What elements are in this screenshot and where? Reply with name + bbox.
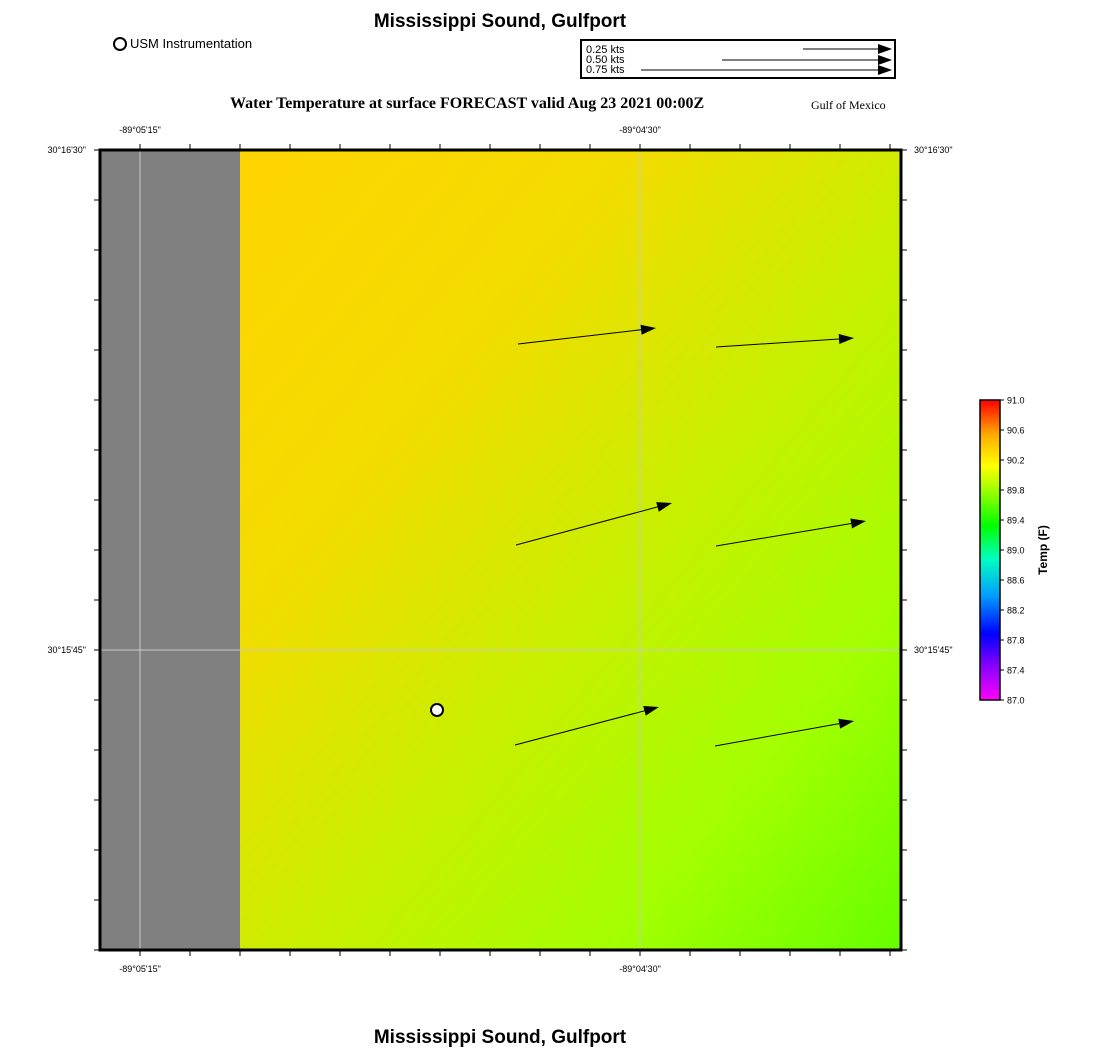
region-label: Gulf of Mexico (811, 98, 886, 112)
instrument-legend-label: USM Instrumentation (130, 36, 253, 51)
colorbar-tick-label: 88.2 (1007, 606, 1025, 616)
colorbar-tick-label: 89.4 (1007, 516, 1025, 526)
lon-label-bottom: -89°05'15" (119, 964, 161, 974)
current-vectors (514, 324, 866, 747)
vector-scale-label: 0.75 kts (586, 64, 625, 76)
map-title: Mississippi Sound, Gulfport (373, 11, 627, 32)
colorbar-tick-label: 90.6 (1007, 426, 1025, 436)
graticule (100, 150, 901, 950)
colorbar-tick-label: 87.0 (1007, 696, 1025, 706)
colorbar-tick-label: 90.2 (1007, 456, 1025, 466)
colorbar-tick-label: 89.0 (1007, 546, 1025, 556)
current-vector (517, 329, 642, 345)
map-area (94, 144, 907, 956)
usm-instrument-marker (430, 703, 444, 717)
colorbar-title: Temp (F) (1036, 525, 1050, 575)
lon-label-top: -89°04'30" (619, 125, 661, 135)
lat-label-left: 30°15'45" (47, 645, 86, 655)
colorbar-scale (979, 399, 1001, 701)
current-vector (715, 522, 852, 547)
current-vector (715, 338, 840, 348)
current-vector (515, 506, 658, 546)
colorbar-tick-label: 88.6 (1007, 576, 1025, 586)
colorbar-tick-label: 91.0 (1007, 396, 1025, 406)
current-vector (514, 710, 645, 746)
colorbar-tick-label: 89.8 (1007, 486, 1025, 496)
lat-label-right: 30°15'45" (914, 645, 953, 655)
colorbar-tick-label: 87.8 (1007, 636, 1025, 646)
instrument-marker-icon (113, 36, 127, 51)
vector-scale-label: 0.50 kts (586, 54, 625, 66)
current-vector (714, 723, 840, 747)
lat-label-left: 30°16'30" (47, 145, 86, 155)
instrument-legend: USM Instrumentation (113, 36, 252, 51)
map-title-bottom: Mississippi Sound, Gulfport (373, 1027, 627, 1048)
water-temperature-field (240, 150, 901, 950)
colorbar-tick-label: 87.4 (1007, 666, 1025, 676)
land-area (100, 150, 240, 950)
vector-scale-legend: 0.25 kts 0.50 kts 0.75 kts (580, 39, 896, 79)
lat-label-right: 30°16'30" (914, 145, 953, 155)
axis-ticks (94, 144, 907, 956)
temperature-colorbar: 91.0 90.6 90.2 89.8 89.4 89.0 88.6 88.2 87.8 87.4… (979, 396, 1025, 706)
vector-scale-label: 0.25 kts (586, 44, 625, 56)
lon-label-bottom: -89°04'30" (619, 964, 661, 974)
map-subtitle: Water Temperature at surface FORECAST va… (230, 95, 705, 112)
lon-label-top: -89°05'15" (119, 125, 161, 135)
